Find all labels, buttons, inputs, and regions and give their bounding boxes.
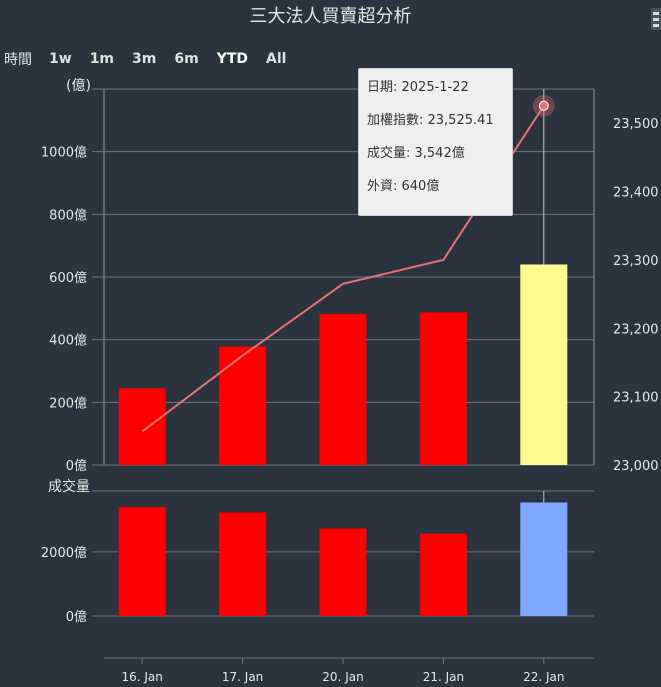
tooltip: 日期: 2025-1-22 加權指數: 23,525.41 成交量: 3,542…	[358, 68, 513, 216]
upper-ytick-label: 200億	[49, 395, 87, 411]
upper-bar	[219, 346, 267, 465]
upper-y2tick-label: 23,300	[613, 254, 659, 269]
range-selector: 時間 1w 1m 3m 6m YTD All	[4, 50, 295, 68]
x-tick-label: 16. Jan	[121, 670, 162, 684]
lower-ytick-label: 0億	[66, 609, 87, 625]
upper-y2tick-label: 23,000	[613, 459, 659, 474]
tooltip-foreign: 外資: 640億	[367, 179, 440, 194]
upper-bar	[520, 264, 568, 465]
x-tick-label: 17. Jan	[222, 670, 263, 684]
upper-y2tick-label: 23,100	[613, 391, 659, 406]
upper-y2tick-label: 23,400	[613, 186, 659, 201]
range-button-3m[interactable]: 3m	[132, 51, 157, 67]
range-button-ytd[interactable]: YTD	[216, 51, 249, 67]
lower-ylabel: 成交量	[48, 478, 90, 495]
upper-y2tick-label: 23,200	[613, 322, 659, 337]
range-button-1m[interactable]: 1m	[89, 51, 115, 67]
x-tick-label: 21. Jan	[423, 670, 464, 684]
lower-bar	[419, 533, 467, 616]
upper-ytick-label: 800億	[49, 207, 87, 223]
range-button-all[interactable]: All	[266, 51, 287, 67]
x-tick-label: 22. Jan	[523, 670, 564, 684]
range-button-1w[interactable]: 1w	[49, 51, 72, 67]
tooltip-date: 日期: 2025-1-22	[367, 80, 469, 95]
lower-bar	[219, 512, 267, 616]
upper-bar	[419, 312, 467, 465]
index-point	[538, 100, 549, 111]
upper-ytick-label: 600億	[49, 270, 87, 286]
upper-ylabel: (億)	[66, 78, 91, 94]
tooltip-volume: 成交量: 3,542億	[367, 146, 465, 161]
lower-bar	[319, 528, 367, 616]
menu-icon[interactable]	[651, 8, 661, 30]
upper-ytick-label: 1000億	[41, 145, 87, 161]
lower-bar	[118, 507, 166, 616]
lower-ytick-label: 2000億	[41, 545, 87, 561]
tooltip-index: 加權指數: 23,525.41	[367, 113, 494, 128]
upper-bar	[319, 313, 367, 465]
upper-ytick-label: 0億	[66, 458, 87, 474]
range-selector-label: 時間	[4, 52, 32, 68]
lower-bar	[520, 502, 568, 616]
range-button-6m[interactable]: 6m	[174, 51, 199, 67]
chart-title: 三大法人買賣超分析	[249, 6, 412, 27]
upper-bar	[118, 388, 166, 465]
upper-y2tick-label: 23,500	[613, 117, 659, 132]
x-tick-label: 20. Jan	[322, 670, 363, 684]
upper-ytick-label: 400億	[49, 333, 87, 349]
